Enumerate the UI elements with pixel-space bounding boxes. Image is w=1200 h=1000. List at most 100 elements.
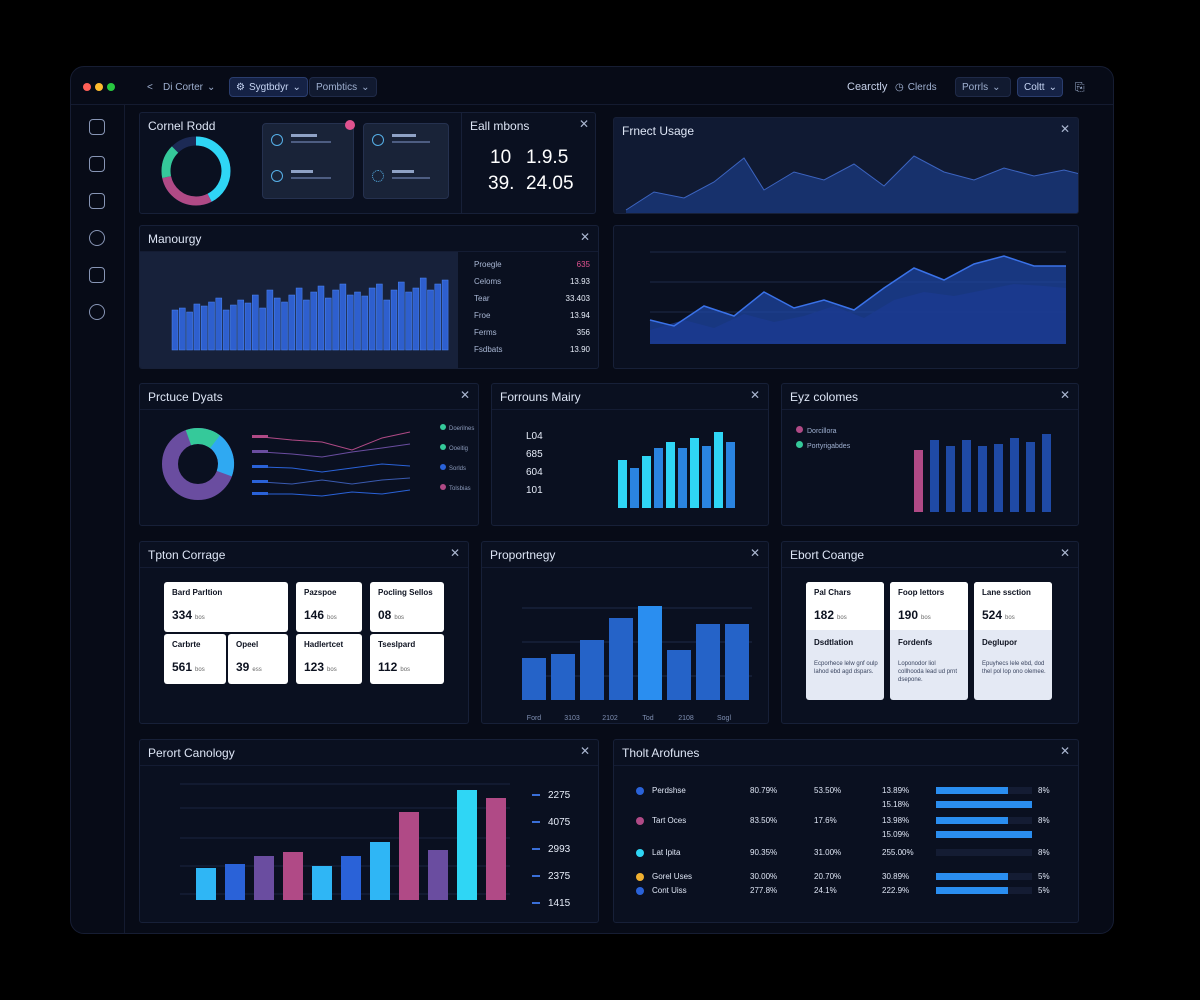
sidebar-help-icon[interactable]: [89, 304, 105, 320]
bar: [196, 868, 216, 900]
bar: [914, 450, 923, 512]
donut-chart-products: [162, 428, 234, 500]
chevron-down-icon: ⌄: [292, 81, 301, 93]
mini-card-1[interactable]: [262, 120, 355, 199]
zoom-dot[interactable]: [107, 83, 115, 91]
chevron-down-icon: ⌄: [361, 81, 370, 93]
hist-bar: [295, 287, 303, 351]
hist-bar: [419, 277, 427, 351]
close-icon[interactable]: ✕: [1059, 546, 1070, 560]
panel-layered-area: [613, 225, 1079, 369]
bar: [994, 444, 1003, 512]
axis-label: 2108: [678, 715, 694, 722]
globe-icon: [372, 170, 384, 182]
hist-bar: [215, 297, 223, 351]
stat-card[interactable]: Hadlertcet 123 bos: [296, 634, 362, 684]
hist-bar: [273, 297, 281, 351]
progress-fill: [936, 831, 1032, 838]
legend-value: 4075: [532, 809, 570, 836]
hist-bar: [310, 291, 317, 351]
clock-icon: ◷: [895, 81, 904, 93]
panel-title: Manourgy: [148, 232, 202, 246]
breadcrumb[interactable]: Di Corter ⌄: [157, 77, 221, 97]
close-icon[interactable]: ✕: [1059, 744, 1070, 758]
bar: [370, 842, 390, 900]
search-label: Cearctly: [847, 81, 888, 93]
metric-label: L04: [526, 431, 543, 442]
bar: [225, 864, 245, 900]
progress-fill: [936, 801, 1032, 808]
metric-label: 101: [526, 485, 543, 496]
back-button[interactable]: <: [147, 81, 153, 93]
hist-bar: [208, 301, 215, 351]
tab-primary[interactable]: ⚙ Sygtbdyr ⌄: [229, 77, 308, 97]
hist-bar: [427, 289, 434, 351]
bar-histogram: [171, 277, 449, 351]
bar: [1042, 434, 1051, 512]
table-row[interactable]: Perdshse 80.79% 53.50% 13.89% 8%: [614, 784, 1078, 798]
close-icon[interactable]: ✕: [459, 388, 470, 402]
detail-card[interactable]: Lane ssction 524 bos Deglupor Epuyhecs le…: [974, 582, 1052, 700]
panel-title: Forrouns Mairy: [500, 390, 581, 404]
progress-fill: [936, 873, 1008, 880]
table-row[interactable]: 15.09%: [614, 828, 1078, 842]
sidebar-user-icon[interactable]: [89, 267, 105, 283]
panel-title: Eyz colomes: [790, 390, 859, 404]
bar: [725, 624, 749, 700]
hist-bar: [412, 287, 420, 351]
sidebar-shield-icon[interactable]: [89, 230, 105, 246]
chevron-down-icon: ⌄: [1048, 81, 1057, 93]
stat-card[interactable]: Pocling Sellos 08 bos: [370, 582, 444, 632]
close-icon[interactable]: ✕: [749, 388, 760, 402]
sidebar-display-icon[interactable]: [89, 156, 105, 172]
table-row[interactable]: 15.18%: [614, 798, 1078, 812]
detail-card[interactable]: Foop lettors 190 bos Fordenfs Loponodor l…: [890, 582, 968, 700]
cards-link[interactable]: ◷ Clerds: [895, 81, 937, 93]
bar-chart-proportnegy: Ford 3103 2102 Tod 2108 Sogl: [522, 606, 752, 722]
stat-card[interactable]: Pazspoe 146 bos: [296, 582, 362, 632]
stat-card[interactable]: Tseslpard 112 bos: [370, 634, 444, 684]
edit-button[interactable]: Coltt ⌄: [1017, 77, 1063, 97]
stat-card[interactable]: Opeel 39 ess: [228, 634, 288, 684]
panel-tpton-corrage: Tpton Corrage ✕ Bard Parltion 334 bos Pazsp…: [139, 541, 469, 724]
panel-donut-summary: Cornel Rodd Eall mbons ✕ 10: [139, 112, 596, 214]
table-row[interactable]: Gorel Uses 30.00% 20.70% 30.89% 5%: [614, 870, 1078, 884]
hist-bar: [383, 299, 390, 351]
hist-bar: [193, 303, 201, 351]
panel-title: Proportnegy: [490, 548, 556, 562]
legend-value: 2993: [532, 836, 570, 863]
table-row[interactable]: Cont Uiss 277.8% 24.1% 222.9% 5%: [614, 884, 1078, 898]
minimize-dot[interactable]: [95, 83, 103, 91]
progress-track: [936, 801, 1032, 808]
bar: [702, 446, 711, 508]
stat-card[interactable]: Carbrte 561 bos: [164, 634, 226, 684]
tab-secondary[interactable]: Pombtics ⌄: [309, 77, 377, 97]
sidebar-files-icon[interactable]: [89, 193, 105, 209]
metric-label: 685: [526, 449, 543, 460]
stat-card[interactable]: Bard Parltion 334 bos: [164, 582, 288, 632]
close-dot[interactable]: [83, 83, 91, 91]
list-item: Ferms 356: [474, 328, 590, 337]
legend-value: 2375: [532, 863, 570, 890]
detail-card[interactable]: Pal Chars 182 bos Dsdtlation Ecporhece le…: [806, 582, 884, 700]
close-icon[interactable]: ✕: [449, 546, 460, 560]
sidebar-inbox-icon[interactable]: [89, 119, 105, 135]
close-icon[interactable]: ✕: [1059, 388, 1070, 402]
close-icon[interactable]: ✕: [578, 117, 589, 131]
bar: [1026, 442, 1035, 512]
breadcrumb-label: Di Corter: [163, 81, 204, 93]
table-row[interactable]: Lat Ipita 90.35% 31.00% 255.00% 8%: [614, 846, 1078, 860]
hist-bar: [405, 291, 412, 351]
period-select[interactable]: Porrls ⌄: [955, 77, 1011, 97]
close-icon[interactable]: ✕: [579, 744, 590, 758]
table-row[interactable]: Tart Oces 83.50% 17.6% 13.98% 8%: [614, 814, 1078, 828]
close-icon[interactable]: ✕: [1059, 122, 1070, 136]
donut-chart: [161, 136, 231, 206]
bell-icon: [271, 170, 283, 182]
notification-icon[interactable]: ⎘: [1075, 79, 1085, 94]
mini-card-2[interactable]: [363, 123, 449, 199]
bar: [654, 448, 663, 508]
user-icon: [271, 134, 283, 146]
close-icon[interactable]: ✕: [579, 230, 590, 244]
close-icon[interactable]: ✕: [749, 546, 760, 560]
